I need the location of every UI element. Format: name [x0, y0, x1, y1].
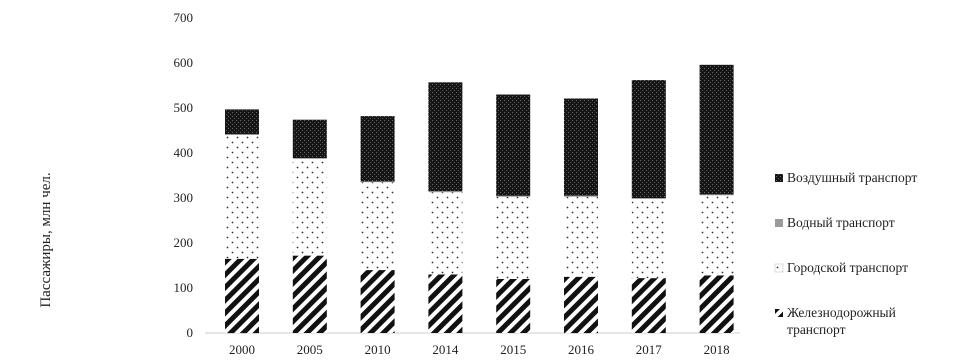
- bar-segment: [360, 181, 395, 183]
- legend-label: Городской транспорт: [787, 260, 908, 275]
- legend-swatch: [775, 219, 783, 227]
- legend-label: Железнодорожный: [787, 305, 896, 320]
- x-tick-label: 2016: [568, 342, 595, 357]
- bars-group: [225, 64, 734, 334]
- bar-segment: [292, 158, 327, 256]
- bar-segment: [225, 109, 259, 135]
- bar-segment: [699, 64, 734, 195]
- legend-swatch: [775, 174, 783, 182]
- y-tick-label: 300: [174, 190, 194, 205]
- legend-swatch: [775, 309, 783, 317]
- bar-segment: [225, 258, 259, 334]
- bar-segment: [428, 274, 463, 333]
- x-tick-label: 2010: [365, 342, 391, 357]
- y-axis-label-group: Пассажиры, млн чел.: [38, 172, 54, 307]
- legend-swatch: [774, 263, 784, 273]
- y-axis-ticks: 0 100 200 300 400 500 600 700: [174, 10, 194, 340]
- bar-segment: [360, 182, 395, 271]
- x-axis-ticks: 2000 2005 2010 2014 2015 2016 2017 2018: [229, 342, 730, 357]
- bar-segment: [564, 196, 598, 277]
- y-tick-label: 600: [174, 55, 194, 70]
- x-tick-label: 2014: [432, 342, 459, 357]
- bar-segment: [428, 191, 463, 193]
- x-tick-label: 2018: [704, 342, 730, 357]
- bar-segment: [631, 80, 666, 198]
- bar-segment: [631, 278, 666, 333]
- x-tick-label: 2005: [297, 342, 323, 357]
- y-tick-label: 500: [174, 100, 194, 115]
- legend-label: Воздушный транспорт: [787, 170, 917, 185]
- bar-segment: [699, 194, 734, 196]
- y-tick-label: 400: [174, 145, 194, 160]
- legend-item: Городской транспорт: [774, 260, 908, 275]
- bar-segment: [496, 94, 531, 196]
- bar-segment: [428, 192, 463, 275]
- bar-segment: [360, 270, 395, 333]
- bar-segment: [699, 195, 734, 276]
- bar-segment: [631, 198, 666, 279]
- y-tick-label: 700: [174, 10, 194, 25]
- bar-segment: [225, 135, 259, 259]
- bar-segment: [292, 255, 327, 333]
- bar-segment: [360, 116, 395, 182]
- y-axis-label: Пассажиры, млн чел.: [38, 172, 54, 307]
- bar-segment: [564, 195, 598, 197]
- bar-segment: [292, 119, 327, 158]
- legend-label-line2: транспорт: [787, 322, 846, 337]
- y-tick-label: 200: [174, 235, 194, 250]
- bar-segment: [428, 82, 463, 192]
- y-tick-label: 100: [174, 280, 194, 295]
- bar-segment: [564, 276, 598, 334]
- bar-segment: [631, 198, 666, 199]
- bar-segment: [496, 196, 531, 279]
- legend-item: Водный транспорт: [775, 215, 895, 230]
- legend-label: Водный транспорт: [787, 215, 895, 230]
- bar-segment: [292, 157, 327, 159]
- legend: Воздушный транспорт Водный транспорт Город…: [774, 170, 917, 337]
- bar-segment: [225, 134, 259, 135]
- bar-segment: [496, 195, 531, 197]
- bar-segment: [699, 275, 734, 333]
- legend-item: Железнодорожный транспорт: [775, 305, 896, 337]
- bar-segment: [496, 279, 531, 333]
- x-tick-label: 2000: [229, 342, 255, 357]
- x-tick-label: 2017: [636, 342, 663, 357]
- bar-segment: [564, 98, 598, 196]
- legend-item: Воздушный транспорт: [775, 170, 917, 185]
- y-tick-label: 0: [187, 325, 194, 340]
- x-tick-label: 2015: [500, 342, 526, 357]
